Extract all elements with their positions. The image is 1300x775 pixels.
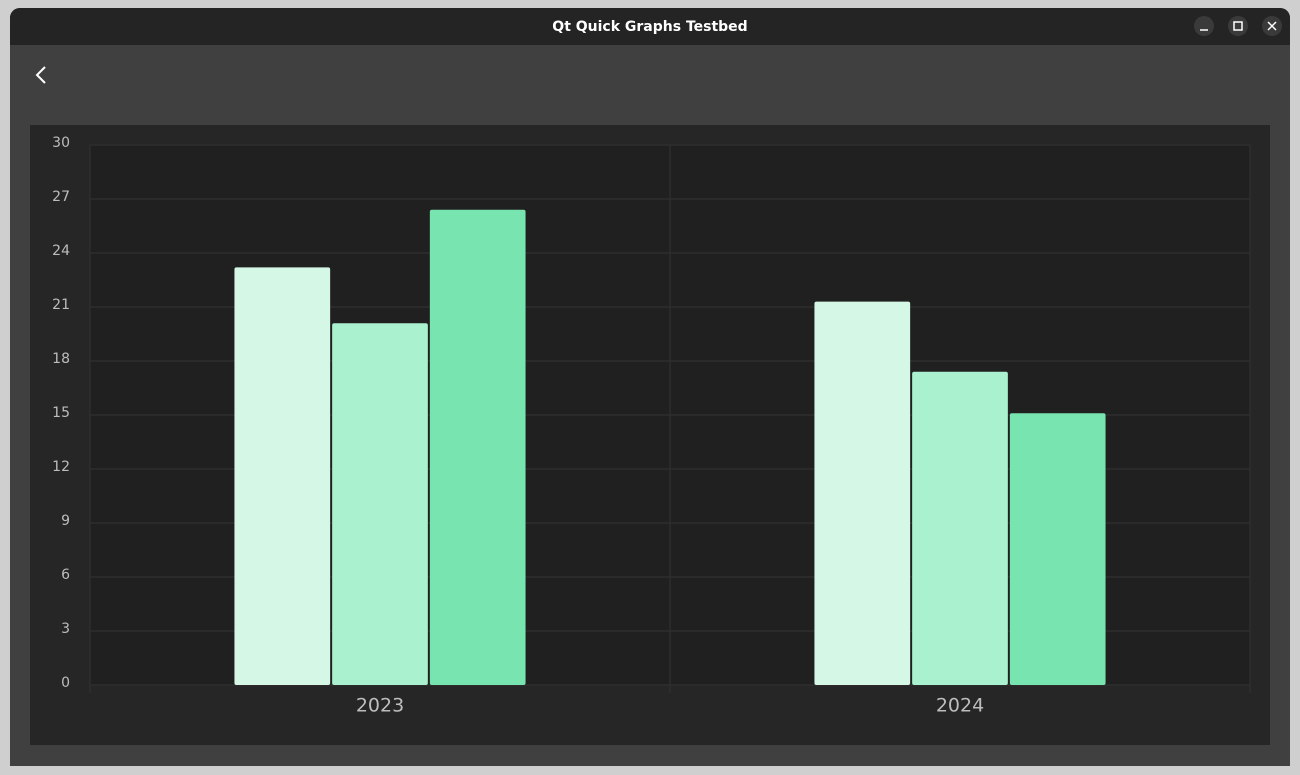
- y-tick-label: 30: [52, 135, 70, 151]
- y-tick-label: 27: [52, 189, 70, 205]
- y-tick-label: 12: [52, 459, 70, 475]
- y-tick-label: 21: [52, 297, 70, 313]
- chart: 0 3 6 9 12 15 18 21 24 27 30 2023 2024: [52, 135, 1251, 717]
- back-button[interactable]: [35, 66, 46, 84]
- bar: [1009, 413, 1106, 685]
- window-title: Qt Quick Graphs Testbed: [552, 19, 747, 35]
- y-tick-label: 24: [52, 243, 70, 259]
- toolbar: [10, 45, 1290, 125]
- bar: [234, 267, 331, 685]
- close-button[interactable]: [1262, 16, 1282, 36]
- x-tick-label: 2024: [936, 695, 984, 717]
- title-bar: [10, 8, 1290, 45]
- y-tick-label: 15: [52, 405, 70, 421]
- bar: [332, 323, 428, 685]
- y-tick-label: 3: [61, 621, 70, 637]
- x-tick-label: 2023: [356, 695, 404, 717]
- maximize-button[interactable]: [1228, 16, 1248, 36]
- minimize-button[interactable]: [1194, 16, 1214, 36]
- bar: [429, 209, 526, 686]
- bar: [814, 301, 911, 685]
- y-tick-label: 6: [61, 567, 70, 583]
- bar: [912, 371, 1008, 685]
- y-tick-label: 0: [61, 675, 70, 691]
- y-tick-label: 9: [61, 513, 70, 529]
- y-tick-label: 18: [52, 351, 70, 367]
